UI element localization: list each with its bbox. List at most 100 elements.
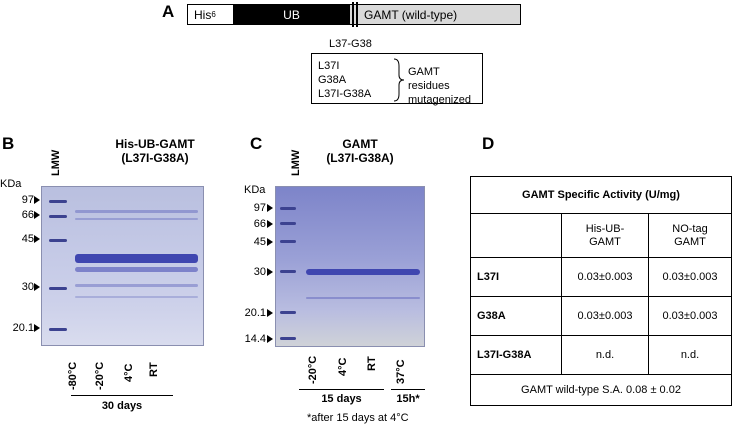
panel-c-letter: C: [250, 134, 263, 153]
row-value-no-tag: n.d.: [648, 335, 732, 375]
panel-c-arrow-30: [267, 268, 273, 276]
row-value-no-tag: 0.03±0.003: [648, 296, 732, 336]
gel-c-ladder-66: [280, 222, 296, 225]
panel-b-lane-2: -20°C: [94, 361, 106, 390]
panel-c-lane-1: -20°C: [307, 355, 319, 384]
gel-b-ladder-20: [49, 328, 67, 331]
gel-b-lower-band: [75, 267, 198, 272]
panel-c-arrow-45: [267, 238, 273, 246]
mutant-g38a: G38A: [318, 74, 347, 86]
table-header-no-tag: NO-tag GAMT: [648, 213, 732, 258]
panel-b-title-line-1: His-UB-GAMT: [115, 137, 195, 151]
panel-b-arrow-97: [34, 196, 40, 204]
row-label: L37I: [470, 257, 562, 297]
panel-c-footer-line-left: [299, 389, 384, 390]
table-row: G38A 0.03±0.003 0.03±0.003: [470, 296, 732, 336]
panel-b-arrow-20: [34, 324, 40, 332]
panel-c-arrow-97: [267, 204, 273, 212]
panel-b-letter: B: [2, 134, 15, 153]
bracket-note-line-2: mutagenized: [408, 94, 471, 106]
gamt-label: GAMT (wild-type): [364, 7, 458, 22]
panel-c-marker-97: 97: [253, 202, 266, 214]
panel-b-lane-4: RT: [148, 362, 160, 377]
panel-c-marker-14: 14.4: [244, 333, 266, 345]
ub-box: UB: [233, 4, 350, 25]
panel-b-title: His-UB-GAMT (L37I-G38A): [100, 137, 210, 165]
panel-b-marker-20: 20.1: [12, 322, 34, 334]
panel-b-marker-66: 66: [21, 209, 34, 221]
curly-bracket: [393, 58, 405, 102]
panel-c-lane-2: 4°C: [337, 357, 349, 376]
gel-b-ladder-45: [49, 239, 67, 242]
row-value-his-ub: 0.03±0.003: [561, 257, 649, 297]
gamt-wildtype-box: GAMT (wild-type): [349, 4, 521, 25]
row-value-no-tag: 0.03±0.003: [648, 257, 732, 297]
panel-c-arrow-66: [267, 220, 273, 228]
panel-c-lane-3: RT: [366, 356, 378, 371]
panel-b-marker-30: 30: [21, 281, 34, 293]
table-row: L37I 0.03±0.003 0.03±0.003: [470, 257, 732, 297]
bracket-note: GAMT residues mutagenized: [408, 65, 482, 107]
panel-b-arrow-45: [34, 235, 40, 243]
row-label: L37I-G38A: [470, 335, 562, 375]
ub-label: UB: [283, 7, 300, 22]
row-value-his-ub: n.d.: [561, 335, 649, 375]
panel-c-marker-30: 30: [253, 266, 266, 278]
gel-c-ladder-20: [280, 311, 296, 314]
panel-b-kda: KDa: [0, 178, 22, 190]
gel-c-ladder-30: [280, 270, 296, 273]
gel-b-faint-band-2: [75, 218, 198, 220]
gel-b: [41, 186, 204, 346]
panel-b-footer-line: [71, 395, 173, 396]
panel-c-title-line-2: (L37I-G38A): [326, 151, 394, 165]
mutation-site-line-1: [352, 2, 354, 27]
panel-b-title-line-2: (L37I-G38A): [121, 151, 189, 165]
table-title: GAMT Specific Activity (U/mg): [470, 176, 732, 214]
panel-c-lane-4: 37°C: [395, 359, 407, 384]
panel-c-arrow-14: [267, 335, 273, 343]
mutant-l37i-g38a: L37I-G38A: [318, 88, 372, 100]
panel-c-marker-45: 45: [253, 236, 266, 248]
panel-c-kda: KDa: [244, 184, 266, 196]
panel-c-footer-right: 15h*: [396, 393, 420, 405]
gel-b-faint-band-4: [75, 296, 198, 298]
row-value-his-ub: 0.03±0.003: [561, 296, 649, 336]
panel-c-title-line-1: GAMT: [342, 137, 378, 151]
bracket-note-line-1: GAMT residues: [408, 66, 450, 92]
mutant-list: L37I G38A L37I-G38A: [318, 59, 371, 101]
gel-b-faint-band-3: [75, 284, 198, 287]
gel-b-faint-band-1: [75, 210, 198, 213]
panel-b-marker-97: 97: [21, 194, 34, 206]
table-row: L37I-G38A n.d. n.d.: [470, 335, 732, 375]
table-footer: GAMT wild-type S.A. 0.08 ± 0.02: [470, 374, 732, 406]
mutant-l37i: L37I: [318, 60, 340, 72]
panel-b-lane-3: 4°C: [123, 363, 135, 382]
his6-tag-box: His 6: [187, 4, 234, 25]
gel-b-main-band: [75, 254, 198, 263]
panel-b-lane-1: -80°C: [67, 361, 79, 390]
specific-activity-table: GAMT Specific Activity (U/mg) His-UB- GA…: [470, 176, 732, 406]
gel-c-ladder-97: [280, 207, 296, 210]
gel-c-main-band: [306, 269, 420, 275]
gel-c-ladder-45: [280, 240, 296, 243]
panel-b-footer: 30 days: [101, 400, 143, 412]
panel-c-arrow-20: [267, 309, 273, 317]
panel-c-title: GAMT (L37I-G38A): [305, 137, 415, 165]
gel-b-ladder-66: [49, 215, 67, 218]
panel-c-footer-left: 15 days: [321, 393, 362, 405]
mutants-box: L37I G38A L37I-G38A GAMT residues mutage…: [311, 53, 483, 107]
panel-c-marker-20: 20.1: [244, 307, 266, 319]
row-label: G38A: [470, 296, 562, 336]
his-label: His: [194, 7, 212, 22]
panel-c-marker-66: 66: [253, 218, 266, 230]
gel-c: [275, 186, 425, 347]
panel-b-arrow-66: [34, 211, 40, 219]
panel-a-letter: A: [162, 2, 175, 21]
mutation-site-line-2: [356, 2, 358, 27]
panel-b-lmw-label: LMW: [50, 149, 62, 176]
table-header-his-ub: His-UB- GAMT: [561, 213, 649, 258]
gel-b-ladder-97: [49, 200, 67, 203]
mutation-site-label: L37-G38: [329, 38, 372, 50]
gel-b-ladder-30: [49, 287, 67, 290]
panel-c-note: *after 15 days at 4°C: [307, 412, 409, 424]
